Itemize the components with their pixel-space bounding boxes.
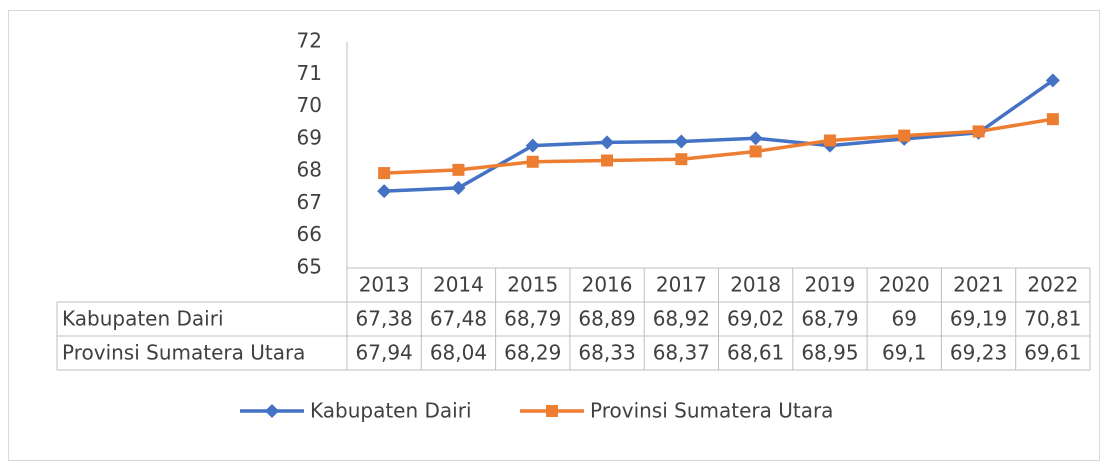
legend-marker — [265, 404, 279, 418]
data-point — [1045, 73, 1060, 88]
table-header: 2020 — [879, 273, 930, 297]
table-cell: 67,48 — [430, 307, 487, 331]
y-tick-label: 69 — [297, 125, 322, 149]
y-tick-label: 72 — [297, 29, 322, 53]
legend-marker — [546, 405, 558, 417]
data-point — [526, 155, 539, 168]
data-point — [675, 153, 688, 166]
data-point — [601, 154, 614, 167]
table-cell: 68,95 — [801, 341, 858, 365]
data-point — [972, 125, 985, 138]
table-cell: 68,89 — [578, 307, 635, 331]
table-cell: 68,79 — [504, 307, 561, 331]
table-header: 2014 — [433, 273, 484, 297]
data-point — [749, 145, 762, 158]
table-cell: 70,81 — [1024, 307, 1081, 331]
table-cell: 67,38 — [356, 307, 413, 331]
table-cell: 69,23 — [950, 341, 1007, 365]
table-cell: 69,1 — [882, 341, 927, 365]
table-header: 2016 — [582, 273, 633, 297]
y-tick-label: 66 — [297, 222, 322, 246]
table-header: 2018 — [730, 273, 781, 297]
table-cell: 68,33 — [578, 341, 635, 365]
data-point — [600, 135, 615, 150]
legend-label: Kabupaten Dairi — [310, 399, 472, 423]
data-point — [525, 138, 540, 153]
table-header: 2017 — [656, 273, 707, 297]
y-tick-label: 67 — [297, 190, 322, 214]
data-point — [377, 184, 392, 199]
y-tick-label: 70 — [297, 93, 322, 117]
table-row-label: Kabupaten Dairi — [62, 307, 224, 331]
table-header: 2022 — [1027, 273, 1078, 297]
table-cell: 69,19 — [950, 307, 1007, 331]
table-header: 2019 — [804, 273, 855, 297]
y-tick-label: 65 — [297, 255, 322, 279]
data-point — [452, 163, 465, 176]
data-point — [748, 131, 763, 146]
y-tick-label: 71 — [297, 61, 322, 85]
y-tick-label: 68 — [297, 158, 322, 182]
table-cell: 68,79 — [801, 307, 858, 331]
data-point — [451, 180, 466, 195]
table-cell: 68,04 — [430, 341, 487, 365]
table-cell: 69 — [892, 307, 917, 331]
data-point — [674, 134, 689, 149]
table-row-label: Provinsi Sumatera Utara — [62, 341, 305, 365]
table-header: 2015 — [507, 273, 558, 297]
table-header: 2013 — [359, 273, 410, 297]
table-cell: 68,29 — [504, 341, 561, 365]
table-header: 2021 — [953, 273, 1004, 297]
data-point — [898, 129, 911, 142]
legend-label: Provinsi Sumatera Utara — [590, 399, 833, 423]
data-point — [1046, 113, 1059, 126]
table-cell: 68,61 — [727, 341, 784, 365]
series-line — [384, 117, 1054, 175]
chart-border — [8, 10, 1100, 461]
table-cell: 67,94 — [356, 341, 413, 365]
data-point — [823, 134, 836, 147]
table-cell: 68,37 — [653, 341, 710, 365]
table-cell: 69,02 — [727, 307, 784, 331]
table-cell: 68,92 — [653, 307, 710, 331]
data-point — [378, 167, 391, 180]
table-cell: 69,61 — [1024, 341, 1081, 365]
